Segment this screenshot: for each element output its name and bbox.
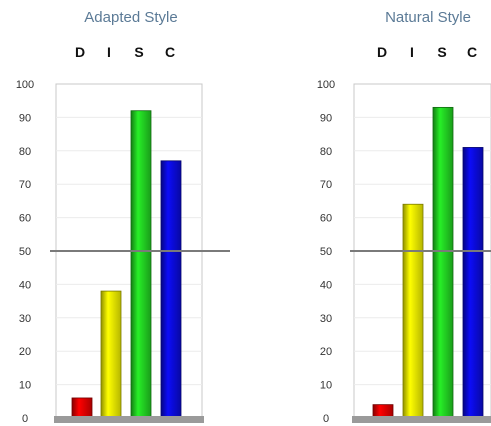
- y-tick-label: 30: [19, 313, 31, 325]
- y-tick-label: 50: [19, 246, 31, 258]
- chart-floor: [352, 416, 491, 423]
- chart-title: Natural Style: [385, 9, 471, 26]
- y-tick-label: 40: [19, 279, 31, 291]
- category-label-i: I: [107, 44, 111, 60]
- y-tick-label: 80: [320, 146, 332, 158]
- category-label-i: I: [410, 44, 414, 60]
- y-tick-label: 90: [19, 112, 31, 124]
- category-label-d: D: [74, 44, 86, 60]
- y-tick-label: 20: [19, 346, 31, 358]
- y-tick-label: 0: [323, 413, 329, 425]
- y-tick-label: 50: [320, 246, 332, 258]
- bar-d: [71, 397, 93, 419]
- chart-title: Adapted Style: [84, 9, 178, 26]
- y-tick-label: 60: [320, 213, 332, 225]
- adapted-chart-svg: 0 10 20 30 40 50 60 70 80 90 100: [16, 79, 230, 425]
- category-label-s: S: [134, 44, 144, 60]
- bar-c: [160, 160, 182, 419]
- bar-c: [462, 147, 484, 419]
- category-label-c: C: [466, 44, 478, 60]
- y-tick-label: 90: [320, 112, 332, 124]
- category-label-s: S: [437, 44, 447, 60]
- y-tick-label: 100: [317, 79, 335, 91]
- natural-chart-svg: 0 10 20 30 40 50 60 70 80 90 100: [317, 79, 491, 425]
- y-tick-label: 80: [19, 146, 31, 158]
- y-tick-label: 40: [320, 279, 332, 291]
- bar-i: [402, 203, 424, 419]
- bar-s: [130, 110, 152, 419]
- bar-d: [372, 404, 394, 419]
- bar-s: [432, 106, 454, 419]
- y-tick-label: 0: [22, 413, 28, 425]
- category-label-c: C: [164, 44, 176, 60]
- y-tick-label: 100: [16, 79, 34, 91]
- chart-floor: [54, 416, 204, 423]
- adapted-style-chart: Adapted Style D I S C 0 10 20 30 40 50 60 70 80 9…: [0, 0, 230, 426]
- y-tick-label: 60: [19, 213, 31, 225]
- bar-i: [100, 290, 122, 419]
- y-tick-label: 70: [320, 179, 332, 191]
- y-tick-label: 20: [320, 346, 332, 358]
- natural-style-chart: Natural Style D I S C 0 10 20 30 40 50 60 70 80 9…: [300, 0, 491, 426]
- y-tick-label: 70: [19, 179, 31, 191]
- y-tick-label: 10: [320, 380, 332, 392]
- category-label-d: D: [376, 44, 388, 60]
- y-tick-label: 10: [19, 380, 31, 392]
- y-tick-label: 30: [320, 313, 332, 325]
